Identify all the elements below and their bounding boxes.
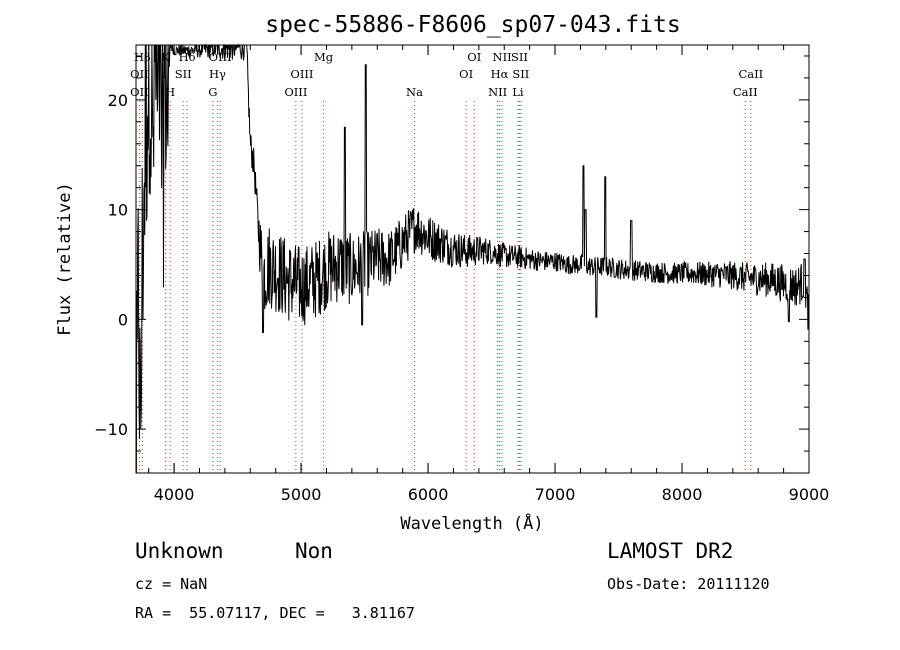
y-tick-label: 0 xyxy=(118,310,128,329)
line-marker-label: SII xyxy=(511,50,528,64)
y-tick-label: 10 xyxy=(108,201,128,220)
line-marker-label: Hγ xyxy=(209,67,226,81)
x-axis-label: Wavelength (Å) xyxy=(400,512,543,534)
line-marker-label: Hα xyxy=(491,67,509,81)
y-tick-label: 20 xyxy=(108,91,128,110)
line-marker-label: G xyxy=(208,85,217,99)
axis-ticks: 4000 5000 6000 7000 8000 9000 −10 0 10 20 xyxy=(94,45,829,504)
line-marker-label: OII xyxy=(130,67,149,81)
x-tick-label: 6000 xyxy=(408,485,449,504)
y-axis-label: Flux (relative) xyxy=(55,182,75,336)
spectrum-line xyxy=(135,43,809,474)
line-marker-label: NII xyxy=(488,85,507,99)
x-tick-label: 4000 xyxy=(154,485,195,504)
line-marker-label: Hδ xyxy=(179,50,196,64)
line-marker-label: Na xyxy=(406,85,423,99)
redshift-readout: cz = NaN xyxy=(135,575,208,593)
line-marker-label: CaII xyxy=(738,67,763,81)
line-marker-label: Li xyxy=(512,85,524,99)
line-marker-label: OIII xyxy=(290,67,313,81)
spectrum-layer xyxy=(135,43,809,474)
survey-name: LAMOST DR2 xyxy=(607,539,734,563)
object-subclass: Non xyxy=(295,539,333,563)
line-marker-label: Mg xyxy=(314,50,334,64)
coordinates: RA = 55.07117, DEC = 3.81167 xyxy=(135,604,415,622)
line-marker-label: OI xyxy=(467,50,481,64)
chart-title: spec-55886-F8606_sp07-043.fits xyxy=(265,12,680,38)
line-marker-label: OI xyxy=(459,67,473,81)
x-tick-label: 8000 xyxy=(662,485,703,504)
x-tick-label: 5000 xyxy=(281,485,322,504)
y-tick-label: −10 xyxy=(94,420,128,439)
x-tick-label: 7000 xyxy=(535,485,576,504)
line-marker-label: H xyxy=(165,85,175,99)
line-marker-label: SII xyxy=(175,67,192,81)
obs-date: Obs-Date: 20111120 xyxy=(607,575,770,593)
line-marker-label: K xyxy=(161,50,170,64)
line-marker-label: CaII xyxy=(733,85,758,99)
line-marker-label: OIII xyxy=(284,85,307,99)
line-marker-label: NII xyxy=(493,50,512,64)
line-marker-layer: HβOIIOIIKSIIHHδHγGOIIIOIIIOIIIMgNaOIOINI… xyxy=(130,50,763,473)
line-marker-label: OII xyxy=(130,85,149,99)
line-marker-label: Hβ xyxy=(134,50,151,64)
line-marker-label: SII xyxy=(512,67,529,81)
plot-frame xyxy=(135,44,810,474)
x-tick-label: 9000 xyxy=(789,485,830,504)
object-class: Unknown xyxy=(135,539,224,563)
